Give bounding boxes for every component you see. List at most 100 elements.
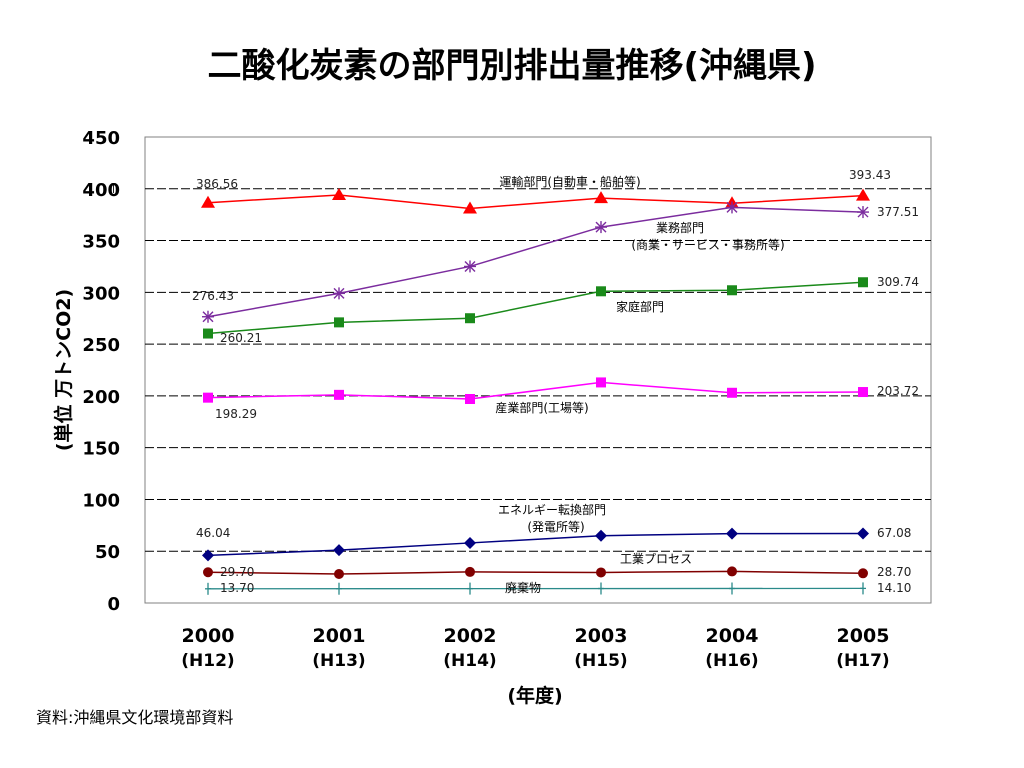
data-point	[463, 201, 477, 214]
data-point	[726, 201, 738, 214]
data-point	[464, 260, 476, 273]
series-line	[207, 381, 864, 400]
data-point	[332, 187, 346, 200]
data-point	[333, 544, 345, 557]
x-tick-sublabel: (H15)	[574, 651, 627, 671]
data-point	[858, 568, 868, 579]
x-axis-ticks: 2000 (H12) 2001 (H13) 2002 (H14) 2003 (H15) 2004…	[181, 625, 889, 671]
series-line	[207, 570, 864, 575]
data-label-first: 29.70	[220, 565, 254, 579]
x-tick-sublabel: (H14)	[443, 651, 496, 671]
series-name-label: エネルギー転換部門	[498, 502, 606, 517]
data-label-first: 13.70	[220, 581, 254, 595]
x-tick-label: 2005	[837, 625, 890, 647]
y-axis-stray-mark: ⊺	[110, 181, 117, 197]
gridlines	[145, 188, 931, 552]
data-label-last: 377.51	[877, 205, 919, 219]
data-point	[857, 206, 869, 219]
y-tick-label: 100	[82, 490, 120, 511]
data-label-last: 14.10	[877, 581, 911, 595]
x-tick-sublabel: (H17)	[836, 651, 889, 671]
x-tick-label: 2003	[575, 625, 628, 647]
y-tick-label: 50	[95, 542, 120, 563]
data-point	[856, 188, 870, 201]
data-point	[203, 328, 213, 339]
data-point	[202, 310, 214, 323]
data-point	[727, 566, 737, 577]
data-point	[594, 191, 608, 204]
data-point	[860, 582, 866, 595]
series-name-label: 工業プロセス	[620, 552, 692, 566]
series-group	[201, 187, 870, 595]
data-label-first: 276.43	[192, 289, 234, 303]
y-tick-label: 400	[82, 180, 120, 201]
series-name-label-line2: (発電所等)	[527, 520, 584, 534]
data-point	[334, 317, 344, 328]
data-point	[595, 529, 607, 542]
x-tick-sublabel: (H12)	[181, 651, 234, 671]
x-tick-sublabel: (H13)	[312, 651, 365, 671]
data-point	[205, 582, 211, 595]
data-label-last: 309.74	[877, 275, 919, 289]
series-name-label: 業務部門	[656, 220, 704, 235]
y-axis-ticks: 0 50 100 150 200 250 300 350 400 450	[82, 128, 120, 615]
series-name-label: 運輸部門(自動車・船舶等)	[499, 174, 640, 189]
y-tick-label: 350	[82, 232, 120, 253]
data-point	[727, 285, 737, 296]
annotations: 運輸部門(自動車・船舶等) 386.56 393.43 業務部門 (商業・サービス・事務…	[192, 168, 919, 595]
source-note: 資料:沖縄県文化環境部資料	[36, 708, 234, 727]
y-tick-label: 0	[107, 594, 120, 615]
series-line	[207, 281, 864, 335]
y-tick-label: 450	[82, 128, 120, 149]
y-axis-title: (単位 万トンCO2)	[52, 289, 75, 451]
data-label-first: 260.21	[220, 331, 262, 345]
data-point	[726, 527, 738, 540]
y-tick-label: 150	[82, 439, 120, 460]
data-point	[857, 527, 869, 540]
y-tick-label: 200	[82, 387, 120, 408]
data-point	[858, 277, 868, 288]
x-axis-title: (年度)	[507, 684, 562, 707]
series-name-label: 産業部門(工場等)	[495, 400, 588, 415]
data-label-first: 386.56	[196, 177, 238, 191]
data-point	[202, 549, 214, 562]
series-line	[207, 532, 864, 557]
series-line	[207, 194, 864, 210]
series-name-label: 廃棄物	[505, 580, 541, 595]
data-point	[334, 389, 344, 400]
data-point	[467, 582, 473, 595]
data-label-first: 198.29	[215, 407, 257, 421]
x-tick-label: 2004	[706, 625, 759, 647]
x-tick-label: 2002	[444, 625, 497, 647]
data-label-last: 203.72	[877, 384, 919, 398]
data-point	[465, 566, 475, 577]
x-tick-label: 2000	[182, 625, 235, 647]
data-label-last: 67.08	[877, 526, 911, 540]
y-tick-label: 300	[82, 283, 120, 304]
data-point	[201, 195, 215, 208]
data-point	[465, 393, 475, 404]
x-tick-sublabel: (H16)	[705, 651, 758, 671]
data-point	[729, 582, 735, 595]
data-point	[334, 569, 344, 580]
data-point	[336, 582, 342, 595]
data-point	[596, 567, 606, 578]
slide-title: 二酸化炭素の部門別排出量推移(沖縄県)	[207, 46, 817, 86]
data-point	[596, 377, 606, 388]
series-name-label: 家庭部門	[616, 299, 664, 314]
data-point	[598, 582, 604, 595]
data-point	[727, 387, 737, 398]
y-tick-label: 250	[82, 335, 120, 356]
data-point	[465, 313, 475, 324]
series-line	[207, 206, 864, 318]
data-point	[596, 286, 606, 297]
data-point	[464, 536, 476, 549]
data-label-last: 393.43	[849, 168, 891, 182]
plot-area	[144, 136, 932, 604]
data-label-last: 28.70	[877, 565, 911, 579]
series-name-label-line2: (商業・サービス・事務所等)	[631, 237, 784, 252]
data-label-first: 46.04	[196, 526, 230, 540]
data-point	[595, 221, 607, 234]
data-point	[858, 387, 868, 398]
